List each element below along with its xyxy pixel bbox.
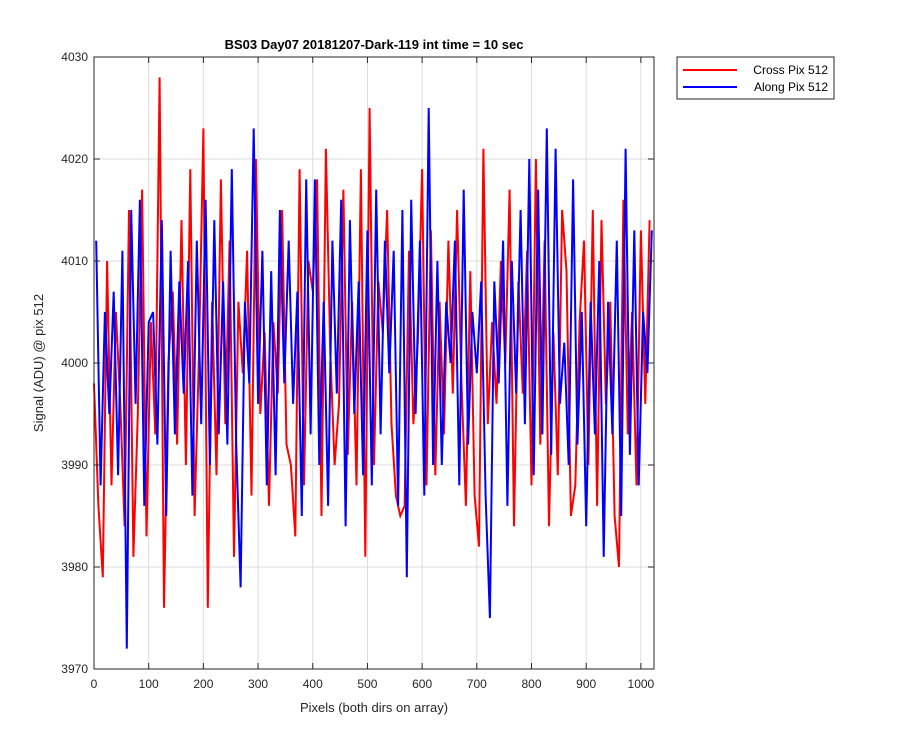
y-tick-label: 4000 bbox=[61, 356, 88, 370]
y-tick-label: 4030 bbox=[61, 50, 88, 64]
x-axis-label: Pixels (both dirs on array) bbox=[300, 700, 448, 715]
legend-label-1: Cross Pix 512 bbox=[753, 63, 828, 77]
y-tick-label: 3990 bbox=[61, 458, 88, 472]
chart-title: BS03 Day07 20181207-Dark-119 int time = … bbox=[225, 37, 524, 52]
series-line-2 bbox=[95, 107, 653, 649]
x-tick-label: 900 bbox=[576, 677, 596, 691]
y-axis-label: Signal (ADU) @ pix 512 bbox=[31, 294, 46, 432]
legend-box bbox=[676, 56, 835, 100]
x-tick-label: 200 bbox=[193, 677, 213, 691]
y-tick-label: 4020 bbox=[61, 152, 88, 166]
legend: Cross Pix 512 Along Pix 512 bbox=[676, 56, 835, 100]
series-layer bbox=[93, 77, 653, 649]
x-tick-label: 700 bbox=[467, 677, 487, 691]
y-tick-label: 3980 bbox=[61, 560, 88, 574]
x-tick-label: 800 bbox=[521, 677, 541, 691]
axis-ticks: 0 100 200 300 400 500 600 700 800 900 1000 3970 3980… bbox=[61, 50, 654, 691]
x-tick-label: 500 bbox=[357, 677, 377, 691]
x-tick-label: 100 bbox=[139, 677, 159, 691]
y-tick-label: 4010 bbox=[61, 254, 88, 268]
x-tick-label: 400 bbox=[303, 677, 323, 691]
series-line-1 bbox=[93, 77, 651, 608]
x-tick-label: 300 bbox=[248, 677, 268, 691]
legend-label-2: Along Pix 512 bbox=[754, 80, 828, 94]
x-tick-label: 0 bbox=[91, 677, 98, 691]
y-tick-label: 3970 bbox=[61, 662, 88, 676]
x-tick-label: 1000 bbox=[628, 677, 655, 691]
x-tick-label: 600 bbox=[412, 677, 432, 691]
